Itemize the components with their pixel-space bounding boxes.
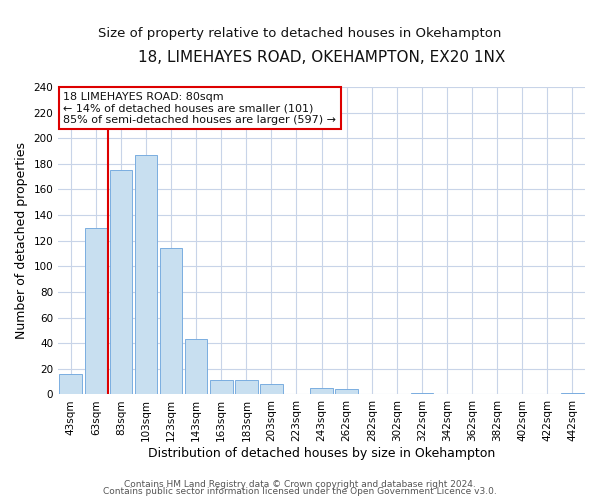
Bar <box>160 248 182 394</box>
Bar <box>134 155 157 394</box>
Bar <box>310 388 333 394</box>
Bar <box>59 374 82 394</box>
Bar <box>260 384 283 394</box>
Title: 18, LIMEHAYES ROAD, OKEHAMPTON, EX20 1NX: 18, LIMEHAYES ROAD, OKEHAMPTON, EX20 1NX <box>138 50 505 65</box>
Text: Contains public sector information licensed under the Open Government Licence v3: Contains public sector information licen… <box>103 487 497 496</box>
Text: Size of property relative to detached houses in Okehampton: Size of property relative to detached ho… <box>98 28 502 40</box>
Bar <box>185 340 208 394</box>
Bar <box>210 380 233 394</box>
Bar <box>335 390 358 394</box>
Bar <box>110 170 132 394</box>
Y-axis label: Number of detached properties: Number of detached properties <box>15 142 28 339</box>
Bar <box>561 393 584 394</box>
Bar <box>85 228 107 394</box>
Bar <box>410 393 433 394</box>
X-axis label: Distribution of detached houses by size in Okehampton: Distribution of detached houses by size … <box>148 447 495 460</box>
Text: Contains HM Land Registry data © Crown copyright and database right 2024.: Contains HM Land Registry data © Crown c… <box>124 480 476 489</box>
Text: 18 LIMEHAYES ROAD: 80sqm
← 14% of detached houses are smaller (101)
85% of semi-: 18 LIMEHAYES ROAD: 80sqm ← 14% of detach… <box>64 92 337 125</box>
Bar <box>235 380 257 394</box>
